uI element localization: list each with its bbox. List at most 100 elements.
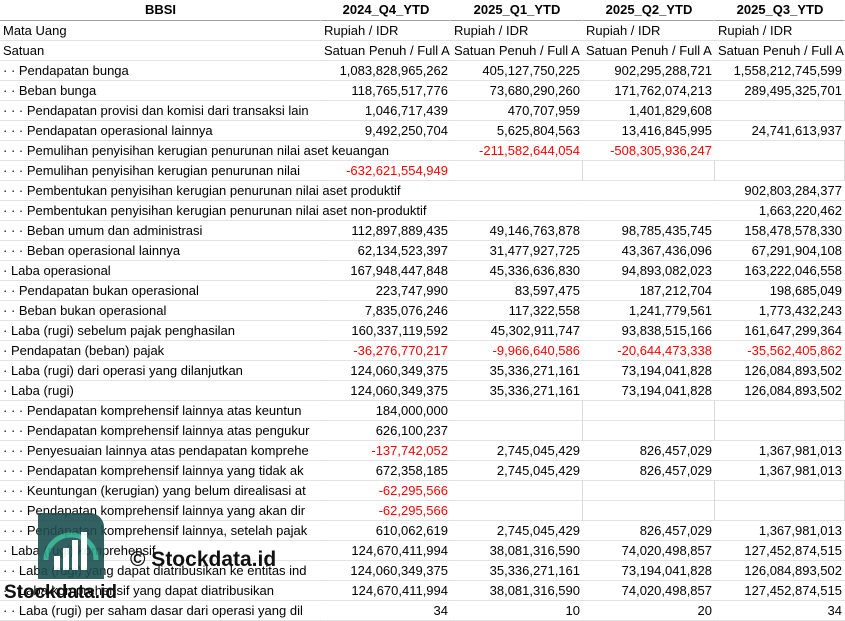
value-cell: 1,367,981,013 [715,441,845,460]
value-cell: 126,084,893,502 [715,361,845,380]
value-cell: 1,367,981,013 [715,461,845,480]
row-label: · Pendapatan (beban) pajak [0,341,321,360]
value-cell: 93,838,515,166 [583,321,715,340]
value-cell: Rupiah / IDR [321,21,451,40]
row-line [0,540,845,541]
value-cell: -35,562,405,862 [715,341,845,360]
value-cell: 223,747,990 [321,281,451,300]
row-line [0,280,845,281]
row-label: · · · Beban operasional lainnya [0,241,321,260]
value-cell: 38,081,316,590 [451,541,583,560]
row-line [0,100,845,101]
value-cell: 35,336,271,161 [451,561,583,580]
value-cell: 98,785,435,745 [583,221,715,240]
row-line [0,180,845,181]
value-cell: 826,457,029 [583,461,715,480]
value-cell: 94,893,082,023 [583,261,715,280]
value-cell: 184,000,000 [321,401,451,420]
value-cell: 117,322,558 [451,301,583,320]
row-label: · Laba (rugi) komprehensif [0,541,321,560]
value-cell: 826,457,029 [583,441,715,460]
row-label: · Laba (rugi) sebelum pajak penghasilan [0,321,321,340]
value-cell: 10 [451,601,583,620]
value-cell: 1,773,432,243 [715,301,845,320]
value-cell: 73,680,290,260 [451,81,583,100]
row-line [0,20,845,21]
value-cell: 31,477,927,725 [451,241,583,260]
row-label: · · · Pendapatan komprehensif lainnya ya… [0,501,321,520]
value-cell: 34 [321,601,451,620]
row-line [0,480,845,481]
row-label: · Laba operasional [0,261,321,280]
value-cell: 672,358,185 [321,461,451,480]
value-cell: 1,083,828,965,262 [321,61,451,80]
row-label: · · · Pemulihan penyisihan kerugian penu… [0,161,321,180]
row-line [0,60,845,61]
value-cell: 160,337,119,592 [321,321,451,340]
row-label: · · Laba (rugi) yang dapat diatribusikan… [0,561,321,580]
value-cell: 112,897,889,435 [321,221,451,240]
value-cell: -62,295,566 [321,481,451,500]
value-cell: 62,134,523,397 [321,241,451,260]
value-cell: 2,745,045,429 [451,461,583,480]
value-cell: 83,597,475 [451,281,583,300]
value-cell: Satuan Penuh / Full A [321,41,451,60]
value-cell: 1,558,212,745,599 [715,61,845,80]
value-cell: 470,707,959 [451,101,583,120]
row-label: · · Beban bunga [0,81,321,100]
column-header: 2024_Q4_YTD [321,0,451,20]
value-cell: 38,081,316,590 [451,581,583,600]
value-cell: 45,336,636,830 [451,261,583,280]
row-line [0,460,845,461]
row-label: · · Laba komprehensif yang dapat diatrib… [0,581,321,600]
value-cell: 1,046,717,439 [321,101,451,120]
row-label: · · · Pendapatan provisi dan komisi dari… [0,101,321,120]
value-cell: 124,670,411,994 [321,541,451,560]
value-cell: 74,020,498,857 [583,581,715,600]
value-cell: Rupiah / IDR [583,21,715,40]
value-cell: 1,401,829,608 [583,101,715,120]
row-line [0,440,845,441]
row-label: · · · Pendapatan komprehensif lainnya at… [0,421,321,440]
row-label: · · · Pendapatan komprehensif lainnya, s… [0,521,321,540]
row-line [0,120,845,121]
column-header: BBSI [0,0,321,20]
value-cell: -632,621,554,949 [321,161,451,180]
value-cell: 43,367,436,096 [583,241,715,260]
value-cell: -508,305,936,247 [583,141,715,160]
value-cell: 1,241,779,561 [583,301,715,320]
row-line [0,200,845,201]
value-cell: 902,295,288,721 [583,61,715,80]
value-cell: 124,670,411,994 [321,581,451,600]
row-line [0,400,845,401]
row-label: · · · Pemulihan penyisihan kerugian penu… [0,141,451,160]
row-label: · · · Keuntungan (kerugian) yang belum d… [0,481,321,500]
value-cell: 126,084,893,502 [715,561,845,580]
value-cell: 20 [583,601,715,620]
value-cell: 124,060,349,375 [321,381,451,400]
value-cell: -36,276,770,217 [321,341,451,360]
value-cell: 24,741,613,937 [715,121,845,140]
value-cell: 626,100,237 [321,421,451,440]
row-line [0,580,845,581]
value-cell: Rupiah / IDR [451,21,583,40]
row-line [0,300,845,301]
row-label: Mata Uang [0,21,321,40]
row-line [0,40,845,41]
row-label: · Laba (rugi) [0,381,321,400]
value-cell: -20,644,473,338 [583,341,715,360]
value-cell: 124,060,349,375 [321,361,451,380]
value-cell: 74,020,498,857 [583,541,715,560]
row-line [0,80,845,81]
row-line [0,420,845,421]
value-cell: 7,835,076,246 [321,301,451,320]
value-cell: 73,194,041,828 [583,361,715,380]
row-line [0,320,845,321]
row-line [0,360,845,361]
row-label: · · Pendapatan bukan operasional [0,281,321,300]
value-cell: 902,803,284,377 [715,181,845,200]
value-cell: 187,212,704 [583,281,715,300]
row-line [0,220,845,221]
row-line [0,500,845,501]
row-label: Satuan [0,41,321,60]
